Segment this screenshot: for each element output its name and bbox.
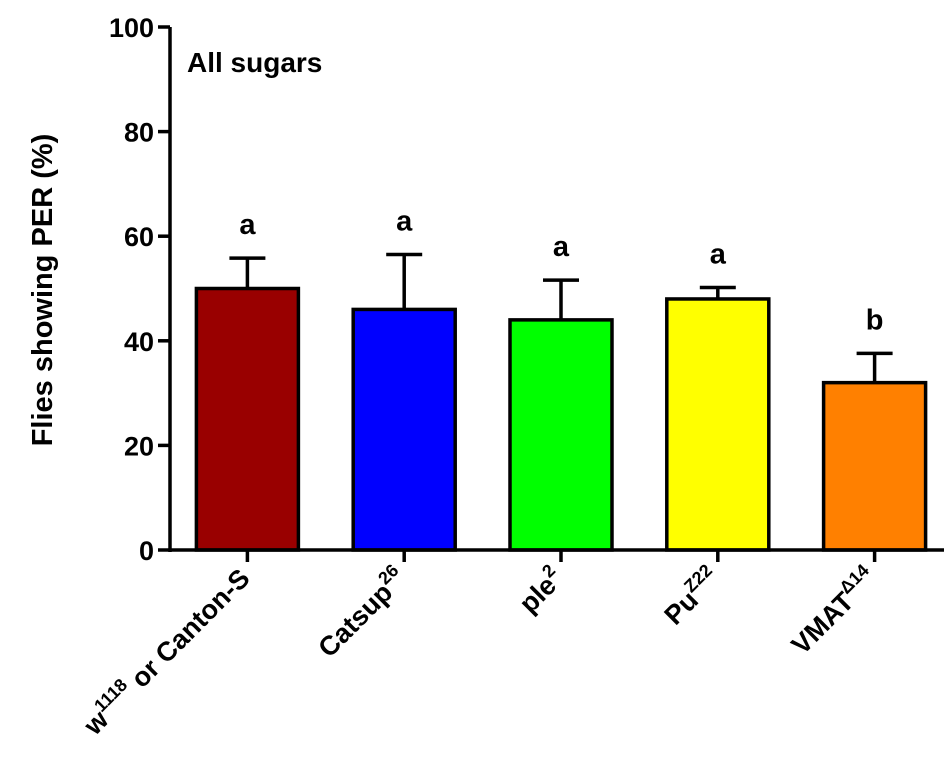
x-tick-label: ple2: [511, 560, 570, 619]
x-tick-label: w1118 or Canton-S: [75, 560, 256, 741]
x-tick-label: PuZ22: [656, 560, 726, 630]
y-tick-label: 40: [124, 327, 154, 357]
y-tick-label: 20: [124, 431, 154, 461]
x-tick-label: VMATΔ14: [783, 560, 883, 660]
bar: [351, 307, 457, 552]
significance-label: b: [866, 304, 884, 336]
chart-title: All sugars: [187, 47, 322, 78]
significance-label: a: [239, 209, 256, 241]
significance-label: a: [553, 231, 570, 263]
bars-group: a a a a b: [194, 206, 928, 552]
y-tick-label: 0: [139, 536, 154, 566]
bar: [508, 318, 614, 552]
y-tick-label: 100: [109, 13, 154, 43]
y-axis-label: Flies showing PER (%): [27, 134, 59, 447]
y-axis: 0 20 40 60 80 100: [109, 13, 172, 566]
significance-label: a: [710, 238, 727, 270]
x-tick-label: Catsup26: [310, 560, 413, 663]
bar: [821, 380, 928, 552]
significance-label: a: [396, 206, 413, 238]
bar: [194, 286, 301, 552]
bar: [665, 297, 771, 552]
y-tick-label: 80: [124, 118, 154, 148]
y-tick-label: 60: [124, 222, 154, 252]
x-axis: w1118 or Canton-S Catsup26 ple2 PuZ22 VMATΔ1…: [75, 548, 944, 741]
